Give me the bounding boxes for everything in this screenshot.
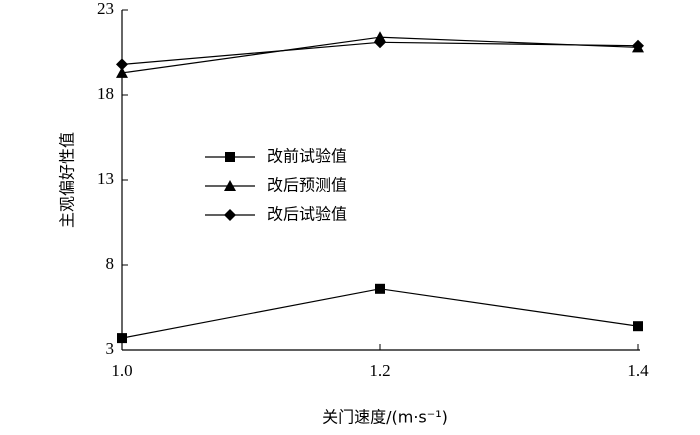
legend-label: 改后试验值 bbox=[267, 205, 347, 224]
y-tick-label: 23 bbox=[97, 0, 114, 18]
x-tick-label: 1.2 bbox=[369, 361, 390, 380]
marker bbox=[224, 180, 236, 191]
y-tick-label: 13 bbox=[97, 169, 114, 188]
x-tick-label: 1.0 bbox=[111, 361, 132, 380]
legend-label: 改前试验值 bbox=[267, 147, 347, 166]
marker bbox=[375, 283, 385, 294]
y-tick-label: 8 bbox=[106, 254, 115, 273]
marker bbox=[224, 209, 236, 221]
marker bbox=[374, 36, 386, 49]
marker bbox=[116, 58, 128, 71]
series-line bbox=[121, 288, 639, 339]
marker bbox=[633, 321, 643, 332]
y-axis-label: 主观偏好性值 bbox=[58, 132, 77, 228]
legend-label: 改后预测值 bbox=[267, 176, 347, 195]
x-axis-label: 关门速度/(m·s⁻¹) bbox=[322, 408, 448, 427]
y-tick-label: 3 bbox=[106, 339, 115, 358]
marker bbox=[632, 39, 644, 52]
marker bbox=[225, 152, 235, 162]
marker bbox=[116, 66, 128, 78]
marker bbox=[117, 333, 127, 344]
y-tick-label: 18 bbox=[97, 84, 114, 103]
x-tick-label: 1.4 bbox=[627, 361, 649, 380]
